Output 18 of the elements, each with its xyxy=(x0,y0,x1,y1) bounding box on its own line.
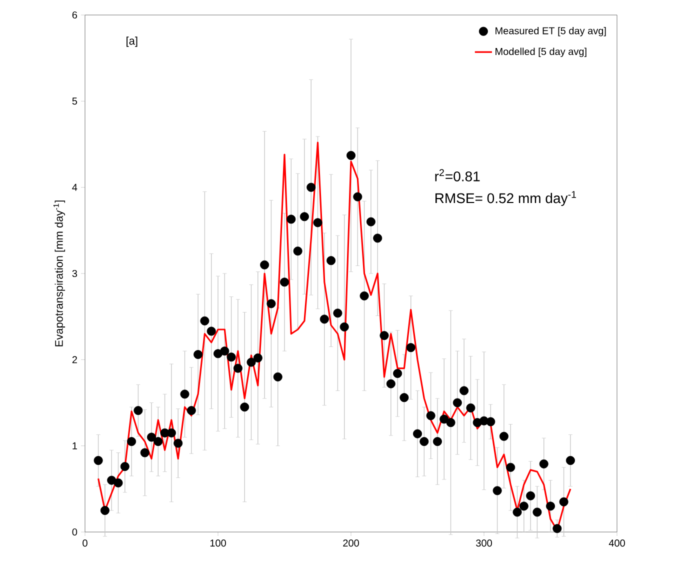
legend-label: Modelled [5 day avg] xyxy=(496,48,586,58)
y-tick-label: 6 xyxy=(72,11,78,19)
x-tick-label: 300 xyxy=(476,540,492,547)
annotation: RMSE= 0.52 mm day$^{-1}$ xyxy=(435,191,576,206)
y-tick-label: 2 xyxy=(72,356,77,364)
annotation: [a] xyxy=(126,36,138,47)
x-tick-label: 400 xyxy=(608,540,625,547)
annotation: r$^{2}$=0.81 xyxy=(435,169,480,182)
x-tick-label: 200 xyxy=(343,540,359,547)
y-tick-label: 1 xyxy=(72,442,77,450)
x-tick-label: 100 xyxy=(210,540,226,547)
y-tick-label: 3 xyxy=(72,270,78,278)
y-tick-label: 0 xyxy=(72,528,78,536)
x-tick-label: 0 xyxy=(82,540,88,547)
legend-label: Measured ET [5 day avg] xyxy=(496,26,606,36)
y-tick-label: 5 xyxy=(72,98,78,105)
y-axis-title: Evapotranspiration [mm day$^{-1}$] xyxy=(53,200,66,346)
y-tick-label: 4 xyxy=(72,184,78,191)
